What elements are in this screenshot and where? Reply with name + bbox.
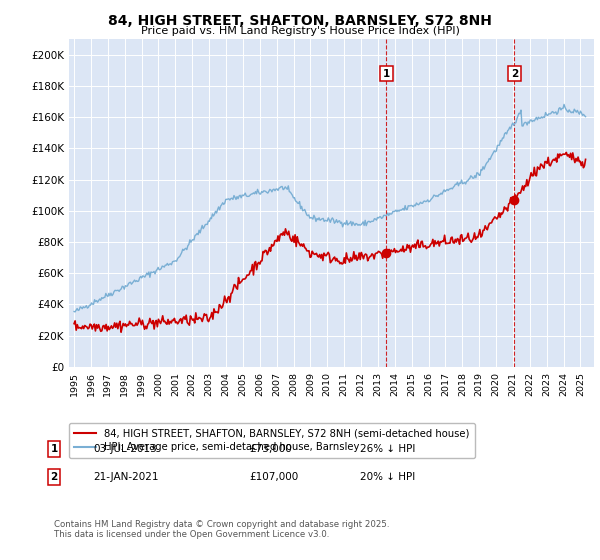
Text: 03-JUL-2013: 03-JUL-2013 xyxy=(93,444,157,454)
Text: 2: 2 xyxy=(511,68,518,78)
Text: 26% ↓ HPI: 26% ↓ HPI xyxy=(360,444,415,454)
Legend: 84, HIGH STREET, SHAFTON, BARNSLEY, S72 8NH (semi-detached house), HPI: Average : 84, HIGH STREET, SHAFTON, BARNSLEY, S72 … xyxy=(69,423,475,458)
Text: 84, HIGH STREET, SHAFTON, BARNSLEY, S72 8NH: 84, HIGH STREET, SHAFTON, BARNSLEY, S72 … xyxy=(108,14,492,28)
Text: £73,000: £73,000 xyxy=(249,444,292,454)
Text: Price paid vs. HM Land Registry's House Price Index (HPI): Price paid vs. HM Land Registry's House … xyxy=(140,26,460,36)
Text: 1: 1 xyxy=(383,68,390,78)
Text: 2: 2 xyxy=(50,472,58,482)
Text: £107,000: £107,000 xyxy=(249,472,298,482)
Text: 1: 1 xyxy=(50,444,58,454)
Text: 21-JAN-2021: 21-JAN-2021 xyxy=(93,472,158,482)
Text: 20% ↓ HPI: 20% ↓ HPI xyxy=(360,472,415,482)
Text: Contains HM Land Registry data © Crown copyright and database right 2025.
This d: Contains HM Land Registry data © Crown c… xyxy=(54,520,389,539)
